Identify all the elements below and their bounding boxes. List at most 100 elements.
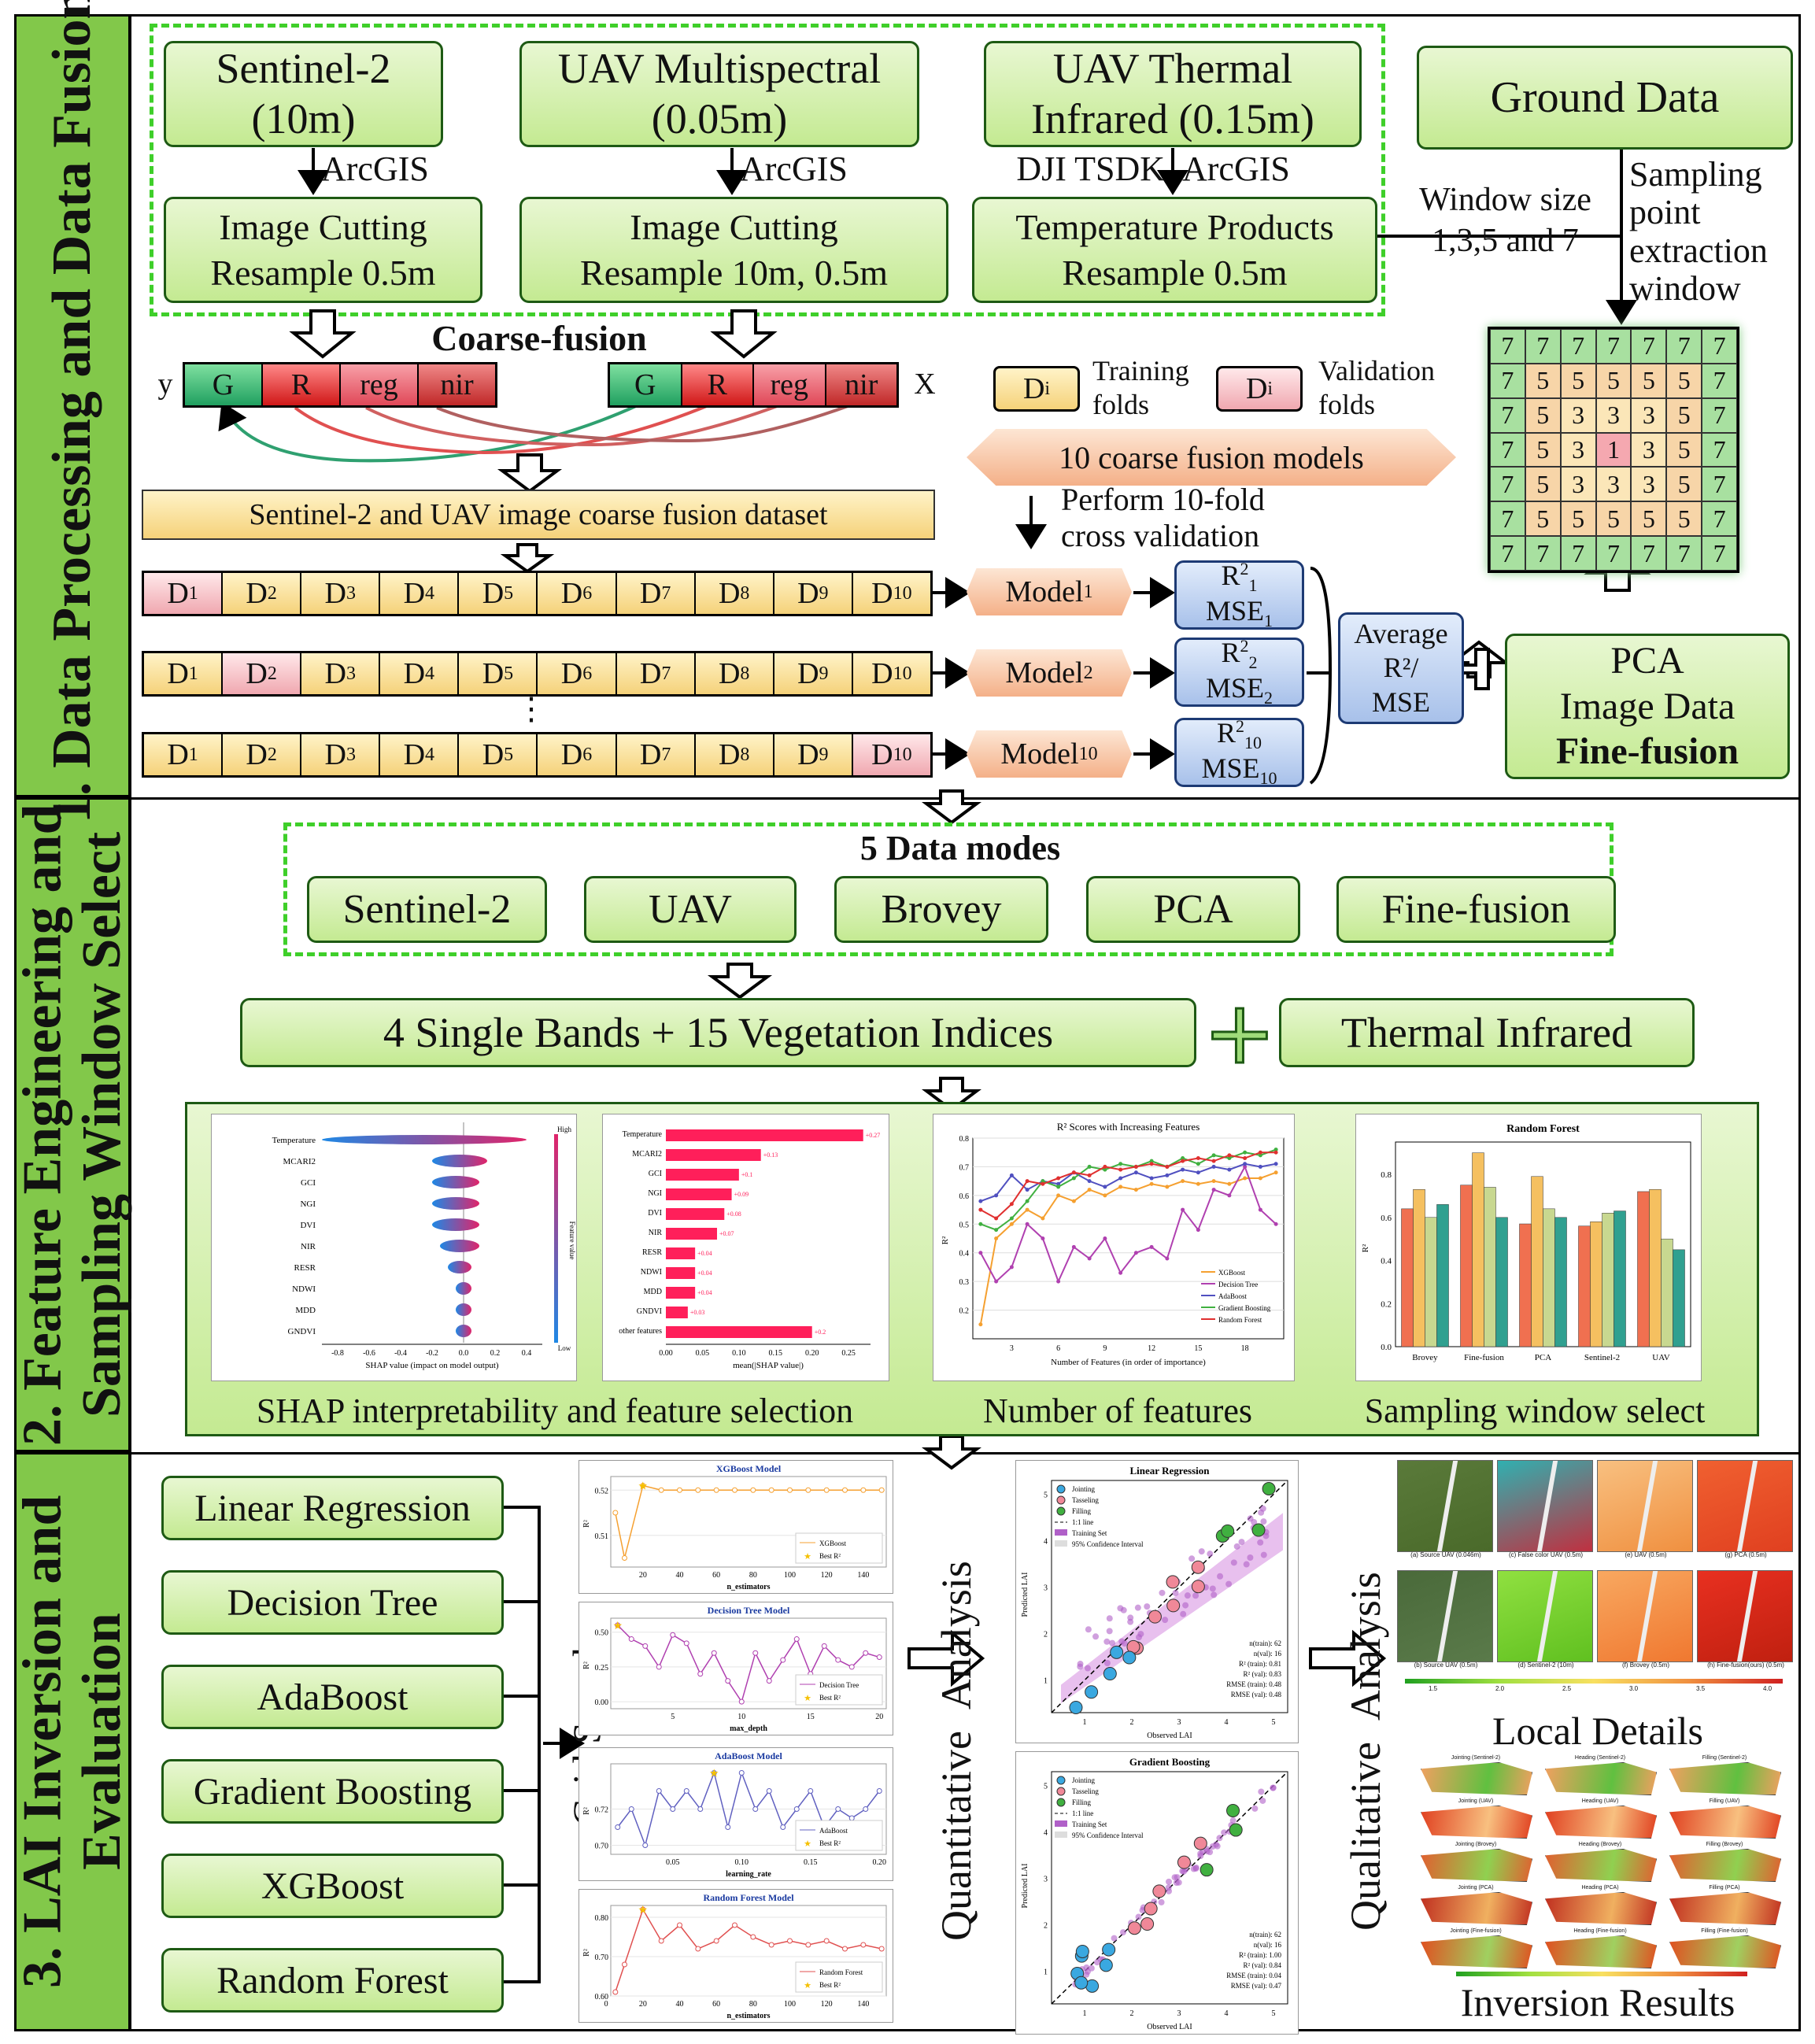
y-tick: 4 (1044, 1829, 1048, 1838)
y-tick: 0.25 (595, 1664, 609, 1673)
tuning-point (711, 1770, 717, 1776)
legend-label: AdaBoost (1218, 1292, 1247, 1300)
shap-feature-label: NDWI (292, 1284, 316, 1294)
x-tick: 1 (1083, 2009, 1087, 2018)
shap-feature-label: RESR (294, 1263, 316, 1273)
series-point (1056, 1193, 1061, 1198)
bar (1614, 1211, 1626, 1347)
caption-shap: SHAP interpretability and feature select… (256, 1392, 854, 1430)
shap-violin (322, 1135, 527, 1144)
tuning-point (713, 1938, 719, 1944)
window-cell: 7 (1490, 467, 1525, 502)
shap-feature-label: GCI (301, 1178, 316, 1188)
validation-point (1102, 1942, 1116, 1957)
training-folds-label: Training folds (1092, 355, 1189, 421)
arcgis-label-2: ArcGIS (740, 150, 848, 188)
shap-tick: 0.0 (459, 1349, 469, 1358)
tuning-point (768, 1942, 774, 1948)
tuning-point (848, 1815, 855, 1821)
inversion-map (1669, 1892, 1781, 1925)
window-cell: 7 (1702, 501, 1737, 537)
legend-label: XGBoost (819, 1539, 847, 1547)
tuning-point (823, 1938, 830, 1944)
bar-value-label: +0.04 (697, 1270, 712, 1277)
band-r: R (682, 364, 754, 405)
tuning-point (732, 1922, 737, 1928)
x-tick: 0.15 (804, 1858, 818, 1867)
window-cell: 5 (1666, 397, 1702, 433)
tuning-point (640, 1906, 646, 1913)
validation-point (1103, 1667, 1117, 1681)
sampling-window-label: Sampling point extraction window (1629, 155, 1768, 309)
series-point (1118, 1270, 1123, 1275)
tuning-point (738, 1770, 745, 1776)
shap-bar (666, 1247, 696, 1259)
legend-best-label: Best R² (819, 1839, 841, 1847)
window-cell: 5 (1525, 467, 1561, 502)
inversion-caption: Filling (UAV) (1709, 1798, 1740, 1804)
window-cell: 5 (1666, 363, 1702, 398)
category-label: Brovey (1412, 1353, 1438, 1362)
y-tick: 0.6 (959, 1192, 970, 1201)
series-point (978, 1322, 983, 1327)
shap-tick: -0.8 (331, 1349, 344, 1358)
series-point (994, 1216, 999, 1221)
shap-violin (448, 1261, 471, 1273)
inversion-color-scale (1456, 1972, 1747, 1976)
caption-nfeat: Number of features (982, 1392, 1253, 1430)
tuning-point (695, 1487, 701, 1493)
x-tick: 40 (676, 1571, 684, 1580)
series-point (1196, 1156, 1200, 1160)
linear-regression-scatter: Linear Regression 1 1 2 2 3 3 4 4 5 5 Observed LAI P… (1015, 1460, 1299, 1743)
validation-point (1148, 1610, 1162, 1624)
series-point (1181, 1179, 1185, 1184)
best-star-icon: ★ (638, 1481, 649, 1493)
series-point (1133, 1170, 1138, 1175)
band-reg: reg (754, 364, 826, 405)
window-cell: 5 (1560, 501, 1596, 537)
inversion-map (1421, 1762, 1532, 1795)
chart-title: R² Scores with Increasing Features (1057, 1121, 1200, 1133)
shap-bar (666, 1149, 761, 1161)
series-point (1041, 1179, 1045, 1184)
x-tick: 3 (1177, 2009, 1181, 2018)
tuning-point (793, 1636, 800, 1643)
inversion-map (1545, 1806, 1657, 1839)
series-point (1103, 1164, 1107, 1169)
tuning-line (615, 1908, 882, 1993)
bar (1673, 1249, 1685, 1347)
y-tick: 0.70 (595, 1843, 609, 1851)
training-point (1211, 1591, 1218, 1599)
training-point (1251, 1805, 1259, 1812)
training-point (1136, 1634, 1143, 1641)
shap-bar (666, 1326, 812, 1338)
legend-label: Jointing (1072, 1776, 1096, 1784)
window-cell: 5 (1631, 501, 1667, 537)
window-cell: 5 (1666, 432, 1702, 468)
legend-label: Training Set (1072, 1529, 1107, 1537)
random-forest-tuning-chart: Random Forest Model 0.60 0.70 0.80 0 20 40 60 80… (579, 1889, 893, 2023)
chart-title: Gradient Boosting (1129, 1756, 1211, 1768)
tuning-point (683, 1640, 689, 1647)
series-point (1211, 1188, 1216, 1192)
shap-violin (456, 1325, 471, 1337)
inversion-map (1669, 1762, 1781, 1795)
x-tick: 80 (749, 2000, 757, 2009)
series-point (1258, 1153, 1262, 1158)
shap-bar (666, 1208, 725, 1220)
bar-value-label: +0.07 (719, 1230, 734, 1237)
tuning-point (805, 1487, 811, 1493)
band-reg: reg (341, 364, 419, 405)
y-tick: 2 (1044, 1631, 1048, 1639)
map-caption: (h) Fine-fusion(ours) (0.5m) (1707, 1661, 1784, 1669)
bar-tick: 0.05 (696, 1349, 710, 1358)
map-road (1536, 1461, 1558, 1551)
shap-feature-label: NGI (300, 1199, 316, 1209)
legend-label: Random Forest (819, 1968, 863, 1976)
window-cell: 7 (1702, 432, 1737, 468)
